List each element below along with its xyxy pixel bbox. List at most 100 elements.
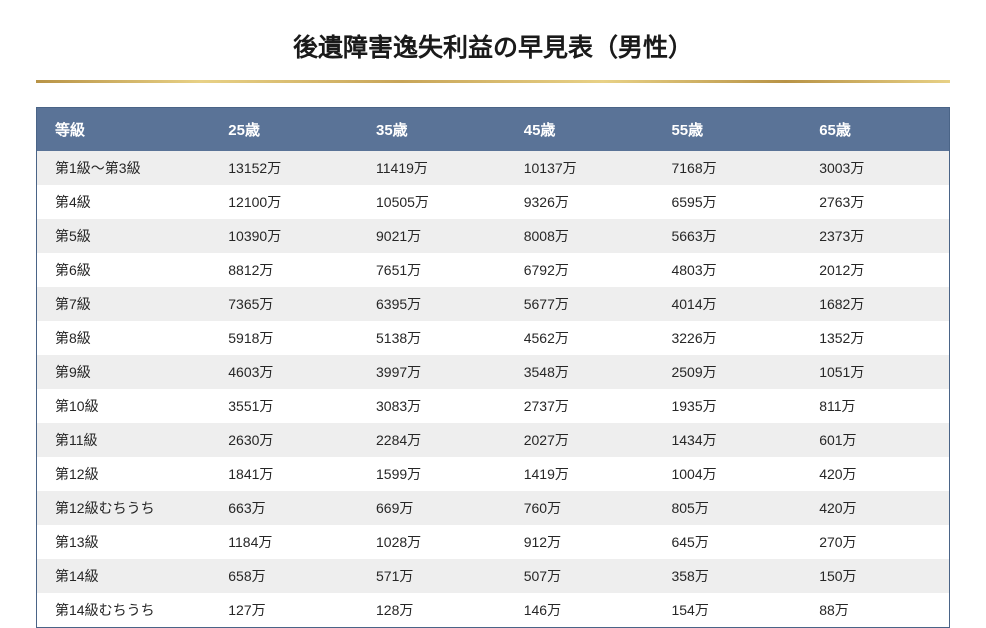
- cell-grade: 第5級: [37, 219, 210, 253]
- cell-value: 7365万: [210, 287, 358, 321]
- table-row: 第13級1184万1028万912万645万270万: [37, 525, 949, 559]
- cell-value: 663万: [210, 491, 358, 525]
- table-row: 第9級4603万3997万3548万2509万1051万: [37, 355, 949, 389]
- cell-grade: 第13級: [37, 525, 210, 559]
- cell-value: 601万: [801, 423, 949, 457]
- cell-grade: 第11級: [37, 423, 210, 457]
- cell-value: 2763万: [801, 185, 949, 219]
- cell-value: 13152万: [210, 151, 358, 185]
- cell-value: 6792万: [506, 253, 654, 287]
- cell-value: 6595万: [653, 185, 801, 219]
- cell-value: 760万: [506, 491, 654, 525]
- cell-value: 1419万: [506, 457, 654, 491]
- cell-value: 1841万: [210, 457, 358, 491]
- cell-value: 1434万: [653, 423, 801, 457]
- table-row: 第6級8812万7651万6792万4803万2012万: [37, 253, 949, 287]
- cell-value: 88万: [801, 593, 949, 627]
- cell-value: 2373万: [801, 219, 949, 253]
- table-row: 第12級むちうち663万669万760万805万420万: [37, 491, 949, 525]
- cell-value: 10505万: [358, 185, 506, 219]
- cell-value: 420万: [801, 491, 949, 525]
- cell-grade: 第10級: [37, 389, 210, 423]
- cell-value: 4603万: [210, 355, 358, 389]
- table-row: 第8級5918万5138万4562万3226万1352万: [37, 321, 949, 355]
- cell-value: 3083万: [358, 389, 506, 423]
- cell-value: 507万: [506, 559, 654, 593]
- cell-grade: 第4級: [37, 185, 210, 219]
- cell-value: 358万: [653, 559, 801, 593]
- loss-table: 等級25歳35歳45歳55歳65歳 第1級～第3級13152万11419万101…: [37, 108, 949, 627]
- cell-value: 8008万: [506, 219, 654, 253]
- cell-value: 5138万: [358, 321, 506, 355]
- cell-value: 645万: [653, 525, 801, 559]
- cell-value: 3551万: [210, 389, 358, 423]
- table-row: 第5級10390万9021万8008万5663万2373万: [37, 219, 949, 253]
- cell-value: 1682万: [801, 287, 949, 321]
- cell-value: 4562万: [506, 321, 654, 355]
- cell-value: 270万: [801, 525, 949, 559]
- cell-value: 2027万: [506, 423, 654, 457]
- cell-value: 1935万: [653, 389, 801, 423]
- cell-grade: 第8級: [37, 321, 210, 355]
- cell-value: 128万: [358, 593, 506, 627]
- table-row: 第4級12100万10505万9326万6595万2763万: [37, 185, 949, 219]
- table-row: 第11級2630万2284万2027万1434万601万: [37, 423, 949, 457]
- cell-value: 9326万: [506, 185, 654, 219]
- cell-grade: 第7級: [37, 287, 210, 321]
- cell-value: 5677万: [506, 287, 654, 321]
- cell-value: 150万: [801, 559, 949, 593]
- col-header-age: 25歳: [210, 108, 358, 151]
- col-header-grade: 等級: [37, 108, 210, 151]
- cell-value: 7168万: [653, 151, 801, 185]
- cell-value: 1004万: [653, 457, 801, 491]
- cell-value: 10137万: [506, 151, 654, 185]
- cell-value: 1051万: [801, 355, 949, 389]
- header-row: 等級25歳35歳45歳55歳65歳: [37, 108, 949, 151]
- col-header-age: 35歳: [358, 108, 506, 151]
- cell-grade: 第14級: [37, 559, 210, 593]
- cell-value: 146万: [506, 593, 654, 627]
- cell-value: 658万: [210, 559, 358, 593]
- cell-value: 811万: [801, 389, 949, 423]
- cell-grade: 第12級: [37, 457, 210, 491]
- cell-value: 12100万: [210, 185, 358, 219]
- cell-value: 2012万: [801, 253, 949, 287]
- cell-value: 2737万: [506, 389, 654, 423]
- cell-value: 1028万: [358, 525, 506, 559]
- table-row: 第12級1841万1599万1419万1004万420万: [37, 457, 949, 491]
- cell-grade: 第6級: [37, 253, 210, 287]
- cell-value: 154万: [653, 593, 801, 627]
- table-row: 第1級～第3級13152万11419万10137万7168万3003万: [37, 151, 949, 185]
- cell-value: 2284万: [358, 423, 506, 457]
- cell-value: 3548万: [506, 355, 654, 389]
- cell-value: 3226万: [653, 321, 801, 355]
- cell-grade: 第9級: [37, 355, 210, 389]
- cell-value: 5663万: [653, 219, 801, 253]
- cell-value: 4014万: [653, 287, 801, 321]
- cell-value: 1352万: [801, 321, 949, 355]
- cell-value: 5918万: [210, 321, 358, 355]
- cell-value: 912万: [506, 525, 654, 559]
- cell-value: 1184万: [210, 525, 358, 559]
- table-row: 第14級658万571万507万358万150万: [37, 559, 949, 593]
- table-head: 等級25歳35歳45歳55歳65歳: [37, 108, 949, 151]
- page-title: 後遺障害逸失利益の早見表（男性）: [36, 18, 950, 80]
- col-header-age: 65歳: [801, 108, 949, 151]
- cell-value: 2630万: [210, 423, 358, 457]
- cell-grade: 第14級むちうち: [37, 593, 210, 627]
- cell-value: 6395万: [358, 287, 506, 321]
- cell-value: 3003万: [801, 151, 949, 185]
- table-row: 第7級7365万6395万5677万4014万1682万: [37, 287, 949, 321]
- page-container: 後遺障害逸失利益の早見表（男性） 等級25歳35歳45歳55歳65歳 第1級～第…: [0, 0, 986, 619]
- cell-value: 8812万: [210, 253, 358, 287]
- cell-value: 420万: [801, 457, 949, 491]
- cell-value: 669万: [358, 491, 506, 525]
- cell-grade: 第12級むちうち: [37, 491, 210, 525]
- cell-value: 7651万: [358, 253, 506, 287]
- cell-value: 11419万: [358, 151, 506, 185]
- table-body: 第1級～第3級13152万11419万10137万7168万3003万第4級12…: [37, 151, 949, 627]
- gold-divider: [36, 80, 950, 83]
- col-header-age: 45歳: [506, 108, 654, 151]
- cell-value: 2509万: [653, 355, 801, 389]
- table-row: 第14級むちうち127万128万146万154万88万: [37, 593, 949, 627]
